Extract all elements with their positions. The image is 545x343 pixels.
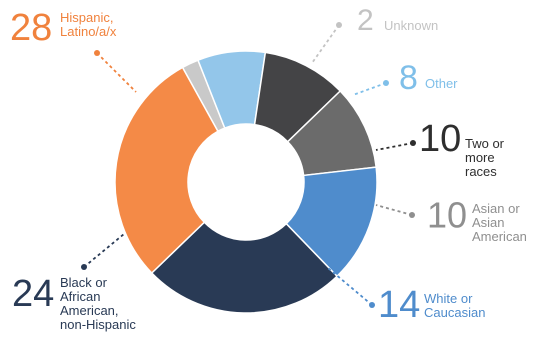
- slice-value: 14: [378, 284, 420, 326]
- leader-dot: [383, 80, 389, 86]
- leader-dot: [409, 212, 415, 218]
- leader-dot: [410, 140, 416, 146]
- leader-dot: [369, 302, 375, 308]
- slice-label-6: 28 Hispanic, Latino/a/x: [10, 7, 137, 93]
- slice-category: Asian or Asian American: [472, 201, 527, 244]
- slice-label-4: 14 White or Caucasian: [327, 267, 485, 326]
- leader-dot: [336, 22, 342, 28]
- leader-line: [327, 267, 373, 306]
- leader-line: [311, 24, 340, 64]
- slice-category: White or Caucasian: [424, 291, 485, 320]
- slice-category: Black or African American, non-Hispanic: [60, 275, 136, 332]
- leader-line: [96, 52, 137, 93]
- slice-label-5: 24 Black or African American, non-Hispanic: [12, 233, 136, 332]
- slice-label-3: 10 Asian or Asian American: [375, 195, 527, 244]
- slice-category: Unknown: [384, 18, 438, 33]
- leader-dot: [81, 264, 87, 270]
- slice-label-2: 10 Two or more races: [375, 118, 505, 179]
- slice-label-1: 8 Other: [352, 59, 458, 97]
- slice-category: Hispanic, Latino/a/x: [60, 10, 117, 39]
- donut-slice-5: [150, 221, 339, 314]
- donut-slices: [114, 50, 378, 314]
- slice-value: 28: [10, 7, 52, 49]
- leader-line: [375, 142, 414, 151]
- slice-value: 24: [12, 273, 54, 315]
- donut-slice-6: [114, 66, 219, 275]
- slice-value: 10: [419, 118, 461, 160]
- leader-line: [375, 204, 413, 216]
- leader-line: [83, 233, 125, 268]
- slice-label-0: 2 Unknown: [311, 4, 438, 64]
- leader-dot: [94, 50, 100, 56]
- slice-category: Other: [425, 76, 458, 91]
- slice-value: 2: [357, 4, 374, 37]
- leader-line: [352, 82, 387, 96]
- slice-value: 10: [427, 195, 467, 236]
- slice-category: Two or more races: [465, 136, 505, 179]
- slice-value: 8: [399, 59, 418, 97]
